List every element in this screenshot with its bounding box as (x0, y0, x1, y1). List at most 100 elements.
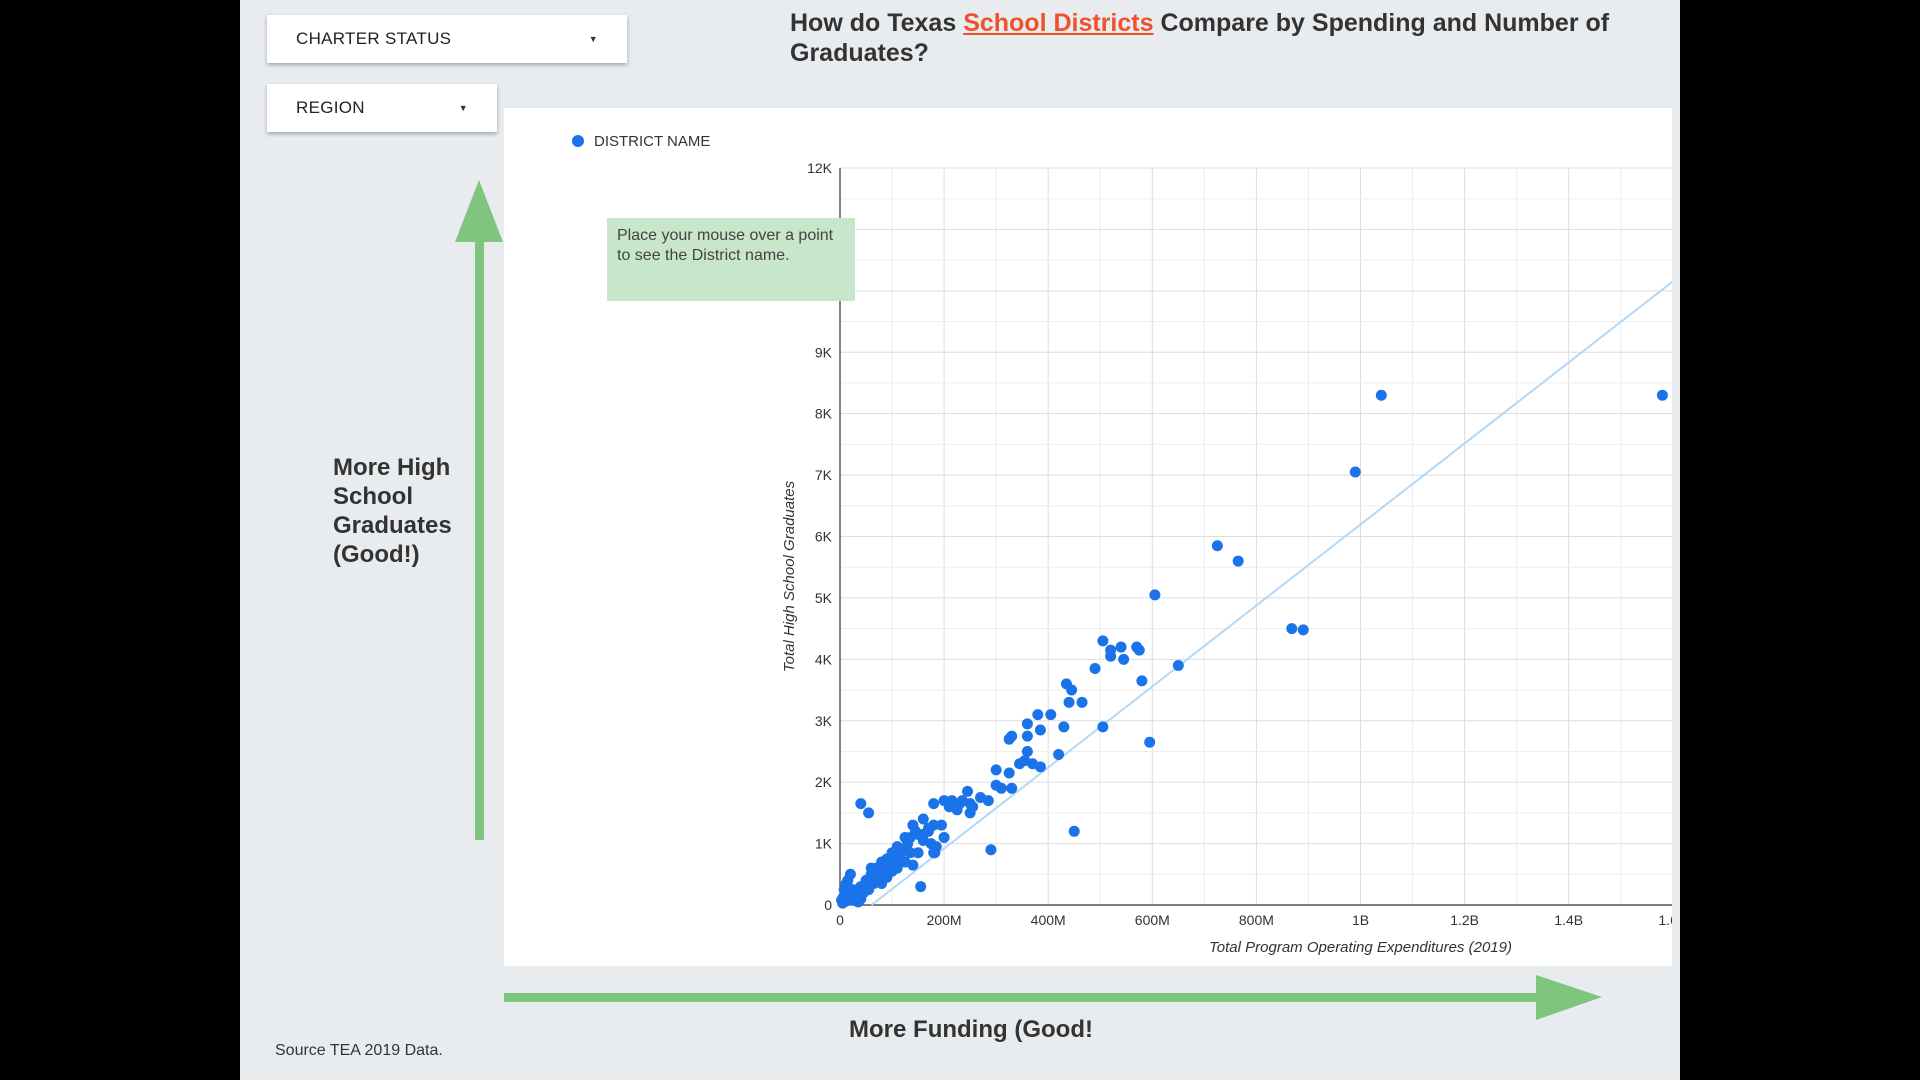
dashboard-canvas: CHARTER STATUS ▼ REGION ▼ How do Texas S… (240, 0, 1680, 1080)
data-point[interactable] (904, 847, 916, 859)
y-tick-label: 8K (815, 406, 833, 422)
data-point[interactable] (1003, 733, 1015, 745)
data-point[interactable] (990, 764, 1002, 776)
data-point[interactable] (929, 847, 941, 859)
data-point[interactable] (935, 819, 947, 831)
data-point[interactable] (840, 878, 852, 890)
up-arrow-icon (455, 180, 503, 840)
scatter-chart: 0200M400M600M800M1B1.2B1.4B1.6B1.8B2B01K… (572, 133, 1672, 956)
region-label: REGION (296, 98, 365, 117)
data-point[interactable] (1144, 736, 1156, 748)
data-point[interactable] (1063, 696, 1075, 708)
data-point[interactable] (1211, 540, 1223, 552)
x-tick-label: 400M (1031, 912, 1066, 928)
title-link-school-districts[interactable]: School Districts (963, 9, 1154, 37)
x-axis-story-label: More Funding (Good! (849, 1016, 1093, 1043)
page-title: How do Texas School Districts Compare by… (790, 8, 1670, 68)
y-tick-label: 4K (815, 651, 833, 667)
right-arrow-icon (504, 975, 1602, 1020)
chart-legend: DISTRICT NAME (572, 133, 710, 150)
x-tick-label: 800M (1239, 912, 1274, 928)
data-point[interactable] (1021, 730, 1033, 742)
data-point[interactable] (1133, 644, 1145, 656)
data-point[interactable] (1097, 635, 1109, 647)
data-point[interactable] (891, 862, 903, 874)
x-tick-label: 0 (836, 912, 844, 928)
data-point[interactable] (1006, 782, 1018, 794)
data-point[interactable] (873, 865, 885, 877)
data-point[interactable] (844, 868, 856, 880)
data-point[interactable] (1034, 724, 1046, 736)
data-point[interactable] (1032, 709, 1044, 721)
caret-down-icon: ▼ (588, 34, 598, 44)
data-point[interactable] (1021, 718, 1033, 730)
data-point[interactable] (962, 785, 974, 797)
y-tick-label: 1K (815, 836, 833, 852)
legend-label: DISTRICT NAME (594, 133, 710, 150)
x-tick-label: 1.4B (1554, 912, 1583, 928)
data-point[interactable] (836, 894, 848, 906)
x-tick-label: 200M (927, 912, 962, 928)
chart-panel: 0200M400M600M800M1B1.2B1.4B1.6B1.8B2B01K… (504, 108, 1672, 966)
y-tick-label: 7K (815, 467, 833, 483)
x-tick-label: 600M (1135, 912, 1170, 928)
data-point[interactable] (1118, 653, 1130, 665)
data-point[interactable] (894, 850, 906, 862)
data-point[interactable] (964, 807, 976, 819)
data-point[interactable] (912, 847, 924, 859)
data-point[interactable] (1097, 721, 1109, 733)
y-tick-label: 5K (815, 590, 833, 606)
data-point[interactable] (1021, 745, 1033, 757)
data-point[interactable] (904, 831, 916, 843)
data-point[interactable] (1172, 659, 1184, 671)
data-point[interactable] (951, 804, 963, 816)
x-axis-label: Total Program Operating Expenditures (20… (1209, 939, 1512, 956)
data-point[interactable] (917, 813, 929, 825)
data-point[interactable] (852, 896, 864, 908)
data-point[interactable] (1066, 684, 1078, 696)
trend-line (870, 280, 1672, 906)
data-point[interactable] (982, 795, 994, 807)
data-point[interactable] (1053, 749, 1065, 761)
data-points (836, 389, 1668, 909)
data-point[interactable] (863, 807, 875, 819)
data-point[interactable] (1136, 675, 1148, 687)
data-point[interactable] (1058, 721, 1070, 733)
y-tick-label: 6K (815, 529, 833, 545)
data-point[interactable] (915, 881, 927, 893)
data-point[interactable] (1232, 555, 1244, 567)
data-point[interactable] (1089, 663, 1101, 675)
data-point[interactable] (1149, 589, 1161, 601)
data-point[interactable] (922, 822, 934, 834)
y-axis-story-label: More High School Graduates (Good!) (333, 454, 452, 568)
data-point[interactable] (1656, 389, 1668, 401)
data-point[interactable] (1045, 709, 1057, 721)
data-point[interactable] (855, 798, 867, 810)
data-point[interactable] (995, 782, 1007, 794)
title-suffix: Compare by Spending and Number of Gradua… (790, 9, 1610, 67)
data-point[interactable] (1349, 466, 1361, 478)
charter-status-label: CHARTER STATUS (296, 29, 452, 48)
region-filter[interactable]: REGION ▼ (267, 84, 497, 132)
data-point[interactable] (1014, 758, 1026, 770)
data-point[interactable] (985, 844, 997, 856)
hover-instruction-note: Place your mouse over a point to see the… (607, 218, 855, 301)
data-point[interactable] (938, 831, 950, 843)
data-point[interactable] (907, 859, 919, 871)
title-prefix: How do Texas (790, 9, 964, 37)
data-point[interactable] (1003, 767, 1015, 779)
x-tick-label: 1B (1352, 912, 1369, 928)
data-point[interactable] (876, 878, 888, 890)
x-tick-label: 1.2B (1450, 912, 1479, 928)
data-point[interactable] (1105, 650, 1117, 662)
data-point[interactable] (928, 798, 940, 810)
data-point[interactable] (1286, 623, 1298, 635)
charter-status-filter[interactable]: CHARTER STATUS ▼ (267, 15, 627, 63)
data-point[interactable] (1076, 696, 1088, 708)
data-point[interactable] (1375, 389, 1387, 401)
data-point[interactable] (1068, 825, 1080, 837)
legend-marker (572, 135, 584, 147)
data-point[interactable] (1115, 641, 1127, 653)
data-point[interactable] (1027, 758, 1039, 770)
data-point[interactable] (1297, 624, 1309, 636)
